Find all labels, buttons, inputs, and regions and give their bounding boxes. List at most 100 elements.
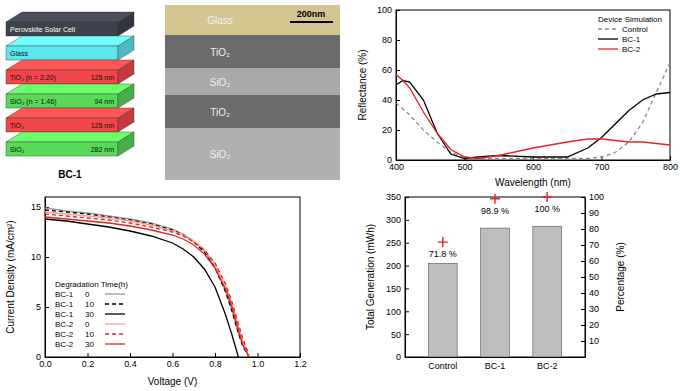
tick-mark xyxy=(396,100,400,101)
band-label: Glass xyxy=(207,15,233,26)
tick-label: 0.8 xyxy=(209,359,222,369)
plot-points xyxy=(438,192,552,247)
data-label: 71.8 % xyxy=(429,249,457,259)
tick: 100 xyxy=(386,307,409,317)
series-line xyxy=(45,217,249,357)
tick-label: 50 xyxy=(391,330,401,340)
layer-side xyxy=(118,12,134,36)
legend-entry: BC-2 xyxy=(598,45,641,54)
tick-mark xyxy=(258,353,259,357)
plot-frame xyxy=(45,197,300,357)
tick-label: 700 xyxy=(594,162,609,172)
layer-front xyxy=(6,70,118,84)
layer-front xyxy=(6,22,118,36)
layer: SiO₂282 nm xyxy=(6,132,134,156)
layer-side xyxy=(118,36,134,60)
tick-mark xyxy=(45,307,49,308)
tick-label: 5 xyxy=(36,302,41,312)
tick-label: 30 xyxy=(589,304,599,314)
tick-mark xyxy=(405,334,409,335)
tick-label: 200 xyxy=(386,261,401,271)
legend-swatch xyxy=(598,28,618,29)
axis-line xyxy=(397,160,671,161)
tick-label: 40 xyxy=(382,95,392,105)
tick-label: 100 xyxy=(377,5,392,15)
layer: Glass xyxy=(6,36,134,60)
tick-label: 50 xyxy=(589,272,599,282)
layer-front xyxy=(6,142,118,156)
layer-label: SiO₂ (n = 1.46) xyxy=(10,98,57,106)
tick: 0 xyxy=(396,352,409,362)
tick-mark xyxy=(396,160,400,161)
layer-side xyxy=(118,60,134,84)
tick: 40 xyxy=(581,288,599,298)
micrograph-band xyxy=(165,95,340,128)
legend-entry: Control xyxy=(598,25,648,34)
tick-mark xyxy=(581,293,585,294)
series-line xyxy=(396,63,670,159)
tick-mark xyxy=(45,357,49,358)
legend-entry: BC-1 xyxy=(598,35,641,44)
bar xyxy=(481,228,510,357)
axis-title: Current Density (mA/cm²) xyxy=(5,220,16,333)
point-marker xyxy=(490,194,500,204)
axis-title: Wavelength (nm) xyxy=(495,177,571,188)
legend-label: BC-1 xyxy=(55,290,74,299)
tick: 0.6 xyxy=(167,353,180,369)
tick-mark xyxy=(581,309,585,310)
layer-top xyxy=(6,12,134,22)
tick-label: Control xyxy=(428,361,457,371)
legend-time: 0 xyxy=(85,290,90,299)
series-line xyxy=(45,212,249,357)
legend-swatch xyxy=(105,313,125,314)
tick: BC-1 xyxy=(485,357,506,371)
tick-mark xyxy=(581,229,585,230)
layer-side xyxy=(118,84,134,108)
legend-entry: BC-20 xyxy=(55,320,125,329)
micrograph-band xyxy=(165,68,340,95)
tick-mark xyxy=(396,10,400,11)
axis-title: Total Generation (mWh) xyxy=(365,224,376,330)
tick-mark xyxy=(581,341,585,342)
layer-label: SiO₂ xyxy=(10,146,25,153)
scale-bar-label: 200nm xyxy=(297,9,326,19)
series-line xyxy=(396,81,670,159)
y2-axis: 102030405060708090100 xyxy=(581,192,604,357)
tick: 250 xyxy=(386,238,409,248)
layer-top xyxy=(6,36,134,46)
tick-mark xyxy=(581,213,585,214)
tick: 5 xyxy=(36,302,49,312)
legend: Degradation Time(h)BC-10BC-110BC-130BC-2… xyxy=(55,280,128,349)
tick: 80 xyxy=(581,224,599,234)
micrograph-band xyxy=(165,5,340,35)
tick: 200 xyxy=(386,261,409,271)
tick: 0.4 xyxy=(124,353,137,369)
axis-line xyxy=(45,198,46,358)
axis-title: Percentage (%) xyxy=(615,242,626,311)
tick-label: 0.6 xyxy=(167,359,180,369)
tick-label: 60 xyxy=(382,65,392,75)
tick: 60 xyxy=(581,256,599,266)
band-label: TiO₂ xyxy=(210,107,230,118)
tick-mark xyxy=(173,353,174,357)
bar xyxy=(533,226,562,357)
micrograph-band xyxy=(165,128,340,180)
tick: 60 xyxy=(382,65,400,75)
tick-label: 100 xyxy=(386,307,401,317)
tick-label: 0.0 xyxy=(39,359,52,369)
legend-label: BC-2 xyxy=(55,330,74,339)
legend-time: 10 xyxy=(85,330,94,339)
tick-label: BC-2 xyxy=(537,361,558,371)
tick-label: 0 xyxy=(396,352,401,362)
tick-label: 800 xyxy=(663,162,678,172)
series-line xyxy=(45,210,249,357)
tick-mark xyxy=(405,288,409,289)
legend-swatch xyxy=(598,48,618,49)
tick-mark xyxy=(405,311,409,312)
tick-label: 500 xyxy=(457,162,472,172)
legend-title: Device Simulation xyxy=(598,15,662,24)
tick-mark xyxy=(405,357,409,358)
tick: 350 xyxy=(386,192,409,202)
layer: Perovskite Solar Cell xyxy=(6,12,134,36)
layer-thickness: 125 nm xyxy=(91,122,115,129)
